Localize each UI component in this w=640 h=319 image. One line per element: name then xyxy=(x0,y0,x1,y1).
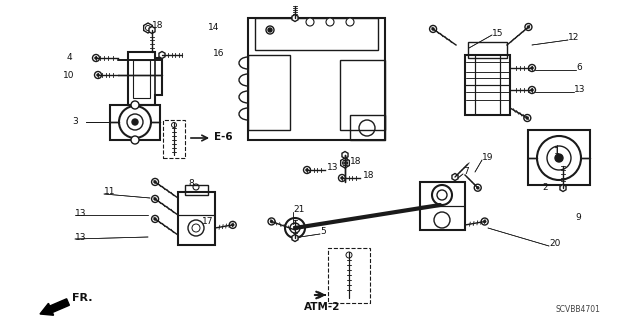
Text: 18: 18 xyxy=(363,172,374,181)
Polygon shape xyxy=(149,26,155,33)
Circle shape xyxy=(266,26,274,34)
Circle shape xyxy=(326,18,334,26)
Text: 14: 14 xyxy=(208,23,220,32)
Polygon shape xyxy=(452,174,458,181)
Polygon shape xyxy=(159,51,165,58)
Circle shape xyxy=(268,28,272,32)
Text: 7: 7 xyxy=(463,167,468,176)
Circle shape xyxy=(531,66,534,70)
Circle shape xyxy=(95,56,97,60)
Text: 1: 1 xyxy=(554,147,560,157)
Circle shape xyxy=(555,154,563,162)
Text: 4: 4 xyxy=(67,54,72,63)
Circle shape xyxy=(531,88,534,92)
Circle shape xyxy=(525,24,532,31)
Circle shape xyxy=(131,136,139,144)
Text: ATM-2: ATM-2 xyxy=(304,302,340,312)
Text: 13: 13 xyxy=(327,164,339,173)
Circle shape xyxy=(154,197,157,200)
Text: E-6: E-6 xyxy=(214,132,232,142)
Text: 17: 17 xyxy=(202,218,214,226)
Text: 20: 20 xyxy=(549,240,561,249)
Circle shape xyxy=(154,181,157,183)
Circle shape xyxy=(437,190,447,200)
Circle shape xyxy=(132,119,138,125)
Text: 8: 8 xyxy=(188,179,194,188)
Text: 13: 13 xyxy=(75,233,86,241)
Circle shape xyxy=(429,26,436,33)
Polygon shape xyxy=(143,23,152,33)
Circle shape xyxy=(529,86,536,93)
Circle shape xyxy=(339,174,346,182)
Text: 13: 13 xyxy=(75,209,86,218)
Circle shape xyxy=(95,71,102,78)
Circle shape xyxy=(474,184,481,191)
Text: 10: 10 xyxy=(63,70,74,79)
Text: 16: 16 xyxy=(213,48,225,57)
Polygon shape xyxy=(292,234,298,241)
Text: 21: 21 xyxy=(293,205,305,214)
Circle shape xyxy=(481,218,488,225)
Text: SCVBB4701: SCVBB4701 xyxy=(555,306,600,315)
Text: 5: 5 xyxy=(320,227,326,236)
Polygon shape xyxy=(342,152,348,159)
Circle shape xyxy=(483,220,486,223)
Bar xyxy=(163,120,185,158)
Circle shape xyxy=(152,196,159,203)
Polygon shape xyxy=(292,14,298,21)
Circle shape xyxy=(268,218,275,225)
Circle shape xyxy=(231,223,234,226)
Circle shape xyxy=(431,27,435,30)
Circle shape xyxy=(524,115,531,122)
FancyArrow shape xyxy=(40,299,69,315)
Text: 13: 13 xyxy=(574,85,586,94)
Text: 18: 18 xyxy=(152,20,163,29)
Circle shape xyxy=(305,168,308,172)
Text: 9: 9 xyxy=(575,213,580,222)
Polygon shape xyxy=(560,184,566,191)
Circle shape xyxy=(303,167,310,174)
Circle shape xyxy=(270,220,273,223)
Bar xyxy=(328,248,370,303)
Circle shape xyxy=(97,73,99,77)
Text: 6: 6 xyxy=(576,63,582,72)
Circle shape xyxy=(526,116,529,120)
Circle shape xyxy=(346,18,354,26)
Text: 11: 11 xyxy=(104,188,115,197)
Text: 3: 3 xyxy=(72,117,77,127)
Circle shape xyxy=(229,221,236,228)
Circle shape xyxy=(152,215,159,222)
Text: FR.: FR. xyxy=(72,293,93,303)
Circle shape xyxy=(340,176,344,180)
Text: 2: 2 xyxy=(542,182,548,191)
Circle shape xyxy=(131,101,139,109)
Text: 15: 15 xyxy=(492,28,504,38)
Text: 12: 12 xyxy=(568,33,579,41)
Circle shape xyxy=(290,223,300,233)
Text: 18: 18 xyxy=(350,158,362,167)
Circle shape xyxy=(93,55,99,62)
Text: 19: 19 xyxy=(482,153,493,162)
Circle shape xyxy=(152,178,159,185)
Circle shape xyxy=(306,18,314,26)
Polygon shape xyxy=(340,158,349,168)
Circle shape xyxy=(529,64,536,71)
Circle shape xyxy=(527,26,530,28)
Circle shape xyxy=(476,186,479,189)
Circle shape xyxy=(154,218,157,220)
